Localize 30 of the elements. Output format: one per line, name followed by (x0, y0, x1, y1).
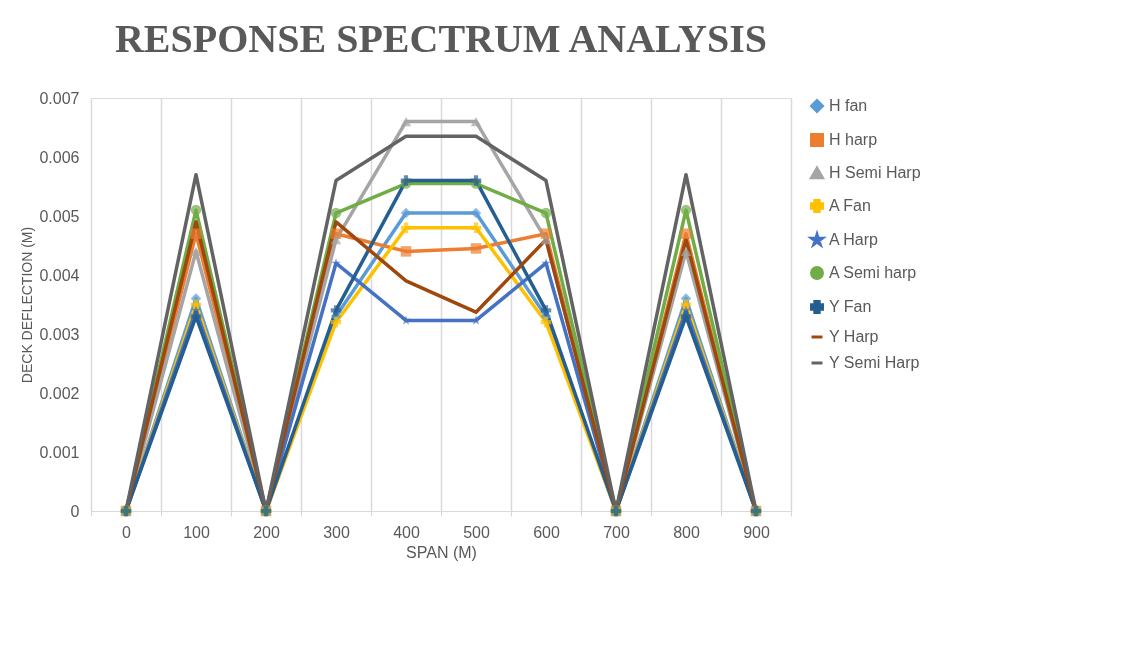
y-axis-title: DECK DEFLECTION (M) (19, 226, 36, 384)
x-axis-title: SPAN (M) (406, 543, 477, 561)
legend-label: A Harp (829, 231, 879, 248)
y-tick-label: 0.003 (39, 325, 80, 343)
chart-title: RESPONSE SPECTRUM ANALYSIS (114, 16, 768, 61)
x-tick-label: 800 (673, 523, 700, 541)
legend-label: Y Harp (829, 328, 879, 345)
y-tick-label: 0.007 (39, 89, 80, 107)
y-tick-label: 0.005 (39, 207, 80, 225)
legend-label: Y Fan (829, 298, 872, 315)
legend-label: A Semi harp (829, 264, 917, 281)
legend-label: Y Semi Harp (829, 354, 920, 371)
y-tick-label: 0.001 (39, 443, 80, 461)
x-tick-label: 500 (463, 523, 490, 541)
legend-label: A Fan (829, 197, 871, 214)
x-tick-label: 900 (743, 523, 770, 541)
x-tick-label: 700 (603, 523, 630, 541)
x-tick-label: 0 (122, 523, 132, 541)
y-tick-label: 0.004 (39, 266, 80, 284)
y-tick-label: 0 (70, 502, 80, 520)
x-tick-label: 600 (533, 523, 560, 541)
y-tick-label: 0.002 (39, 384, 80, 402)
legend-label: H harp (829, 131, 878, 148)
x-tick-label: 100 (183, 523, 210, 541)
legend-label: H Semi Harp (829, 164, 921, 181)
legend-label: H fan (829, 97, 868, 114)
x-tick-label: 200 (253, 523, 280, 541)
y-tick-label: 0.006 (39, 148, 80, 166)
x-tick-label: 400 (393, 523, 420, 541)
x-tick-label: 300 (323, 523, 350, 541)
